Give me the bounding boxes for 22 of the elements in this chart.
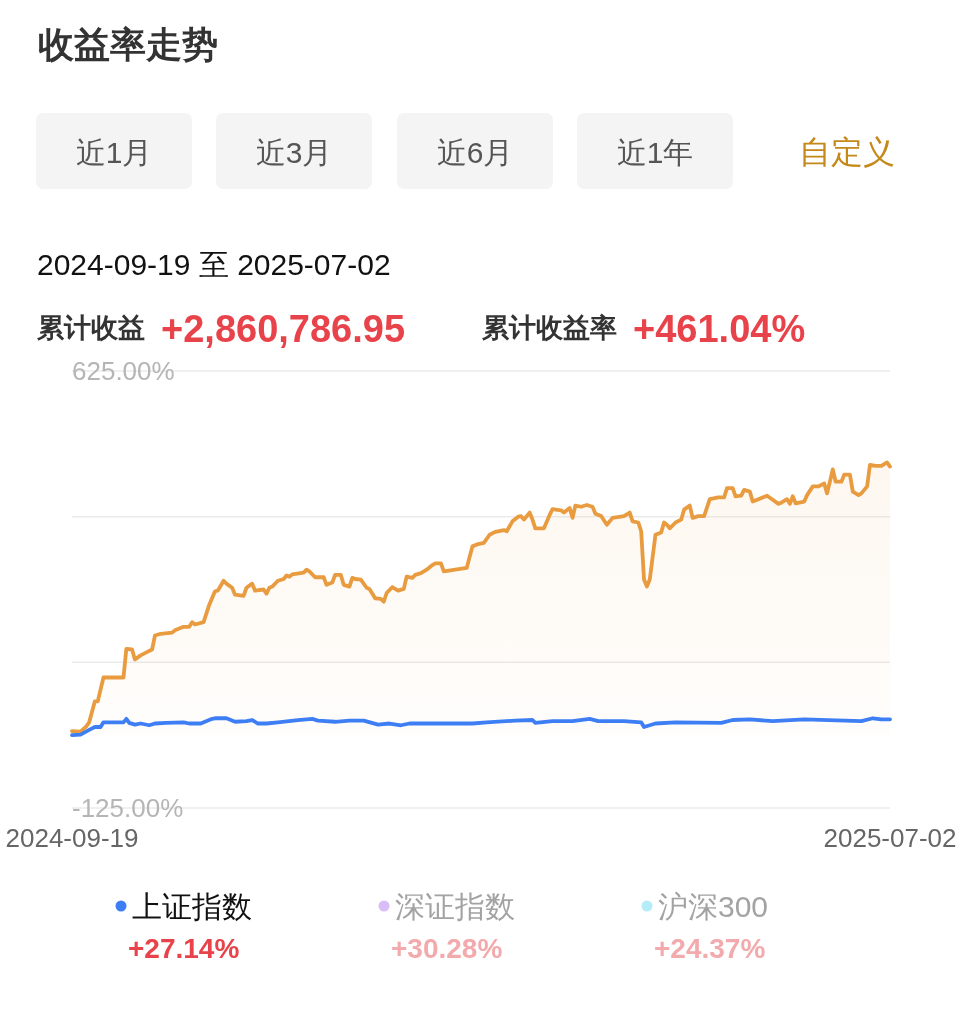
chart-title: 收益率走势	[38, 23, 218, 65]
button: 近1月	[36, 113, 192, 189]
x-tick-label: 2025-07-02	[823, 823, 957, 853]
x-tick-label: 2024-09-19	[5, 823, 139, 853]
text: +30.28%	[391, 932, 503, 964]
text: +461.04%	[633, 308, 806, 350]
chart-subtitle: 2024-09-19 至 2025-07-02	[37, 247, 391, 281]
legend-item: 深证指数	[378, 889, 515, 923]
button: 近3月	[216, 113, 372, 189]
legend-item: 上证指数	[115, 889, 252, 923]
line-series	[70, 716, 892, 738]
y-tick-label: -125.00%	[72, 793, 184, 823]
y-tick-label: 625.00%	[72, 356, 175, 386]
button: 近1年	[577, 113, 733, 189]
text: 累计收益	[36, 313, 145, 343]
text: +27.14%	[128, 932, 240, 964]
button: 近6月	[397, 113, 553, 189]
text: 自定义	[799, 134, 895, 170]
text: +2,860,786.95	[161, 308, 406, 350]
legend-item: 沪深300	[641, 889, 769, 923]
text: +24.37%	[654, 932, 766, 964]
text: 累计收益率	[481, 313, 617, 343]
